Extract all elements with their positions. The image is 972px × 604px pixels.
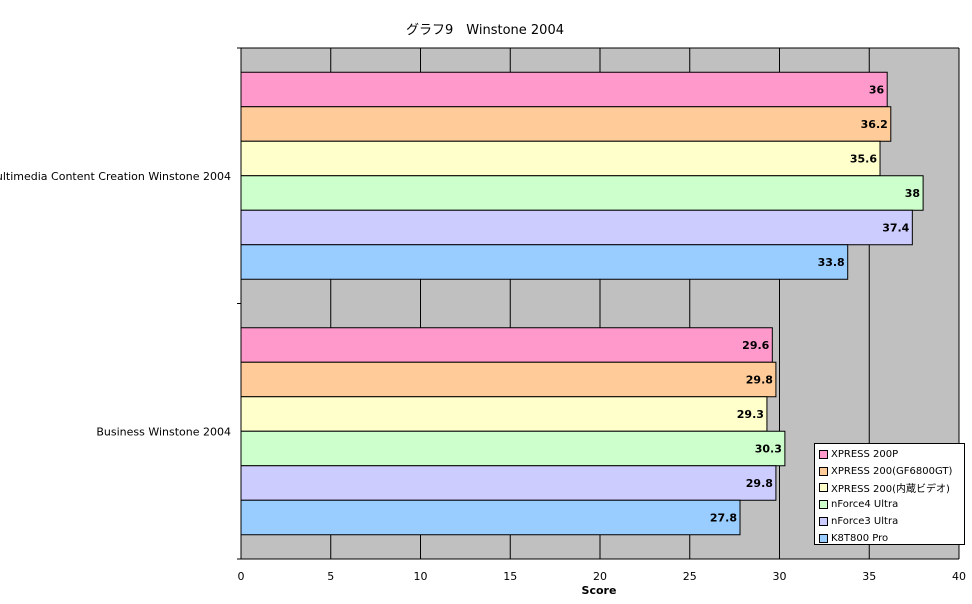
legend-item: nForce4 Ultra xyxy=(819,496,964,513)
bar xyxy=(240,106,892,142)
category-label: Multimedia Content Creation Winstone 200… xyxy=(0,170,231,183)
x-tick-label: 10 xyxy=(414,570,428,583)
bar xyxy=(240,244,849,280)
bar xyxy=(240,71,888,108)
x-tick-label: 5 xyxy=(327,570,334,583)
bar xyxy=(240,175,924,211)
bar xyxy=(240,499,741,536)
legend-swatch xyxy=(819,466,828,476)
chart-title: グラフ9 Winstone 2004 xyxy=(406,23,564,38)
legend-swatch xyxy=(819,500,828,510)
x-tick-label: 40 xyxy=(952,570,966,583)
legend-swatch xyxy=(819,533,828,543)
legend-item: nForce3 Ultra xyxy=(819,513,964,530)
x-tick-label: 15 xyxy=(503,570,517,583)
legend-label: nForce4 Ultra xyxy=(831,499,899,511)
legend-label: XPRESS 200P xyxy=(831,448,899,460)
data-label: 33.8 xyxy=(818,256,845,269)
x-tick-label: 35 xyxy=(862,570,876,583)
data-label: 36 xyxy=(869,84,885,97)
bar xyxy=(240,209,913,246)
data-label: 30.3 xyxy=(755,443,782,456)
data-label: 27.8 xyxy=(710,512,737,525)
legend-item: XPRESS 200(内蔵ビデオ) xyxy=(819,480,964,497)
data-label: 29.8 xyxy=(746,477,773,490)
legend: XPRESS 200P XPRESS 200(GF6800GT) XPRESS 20… xyxy=(814,443,965,545)
x-tick-label: 20 xyxy=(593,570,607,583)
bar xyxy=(240,396,768,432)
x-tick-labels: 0 5 10 15 20 25 30 35 40 xyxy=(238,570,967,583)
legend-swatch xyxy=(819,517,828,527)
bar xyxy=(240,140,881,177)
bar xyxy=(240,465,777,501)
x-tick-label: 0 xyxy=(238,570,245,583)
x-tick-label: 25 xyxy=(683,570,697,583)
bars: 36 36.2 35.6 38 37.4 33.8 29.6 29.8 29.3 30.3 29.8… xyxy=(240,71,924,536)
legend-label: XPRESS 200(GF6800GT) xyxy=(831,465,953,477)
legend-label: K8T800 Pro xyxy=(831,532,889,544)
category-label: Business Winstone 2004 xyxy=(96,425,231,438)
axes xyxy=(237,47,959,560)
legend-item: XPRESS 200(GF6800GT) xyxy=(819,463,964,480)
data-label: 36.2 xyxy=(861,118,888,131)
data-label: 37.4 xyxy=(882,222,909,235)
bar xyxy=(240,430,786,467)
x-axis-label: Score xyxy=(582,584,617,597)
legend-item: K8T800 Pro xyxy=(819,530,964,547)
data-label: 29.8 xyxy=(746,374,773,387)
legend-swatch xyxy=(819,449,828,459)
data-label: 38 xyxy=(905,187,920,200)
category-labels: Multimedia Content Creation Winstone 200… xyxy=(0,170,231,439)
legend-label: XPRESS 200(内蔵ビデオ) xyxy=(831,484,950,496)
legend-item: XPRESS 200P xyxy=(819,446,964,463)
bar xyxy=(240,327,773,363)
bar xyxy=(240,361,777,398)
data-label: 29.3 xyxy=(737,408,764,421)
x-tick-label: 30 xyxy=(773,570,787,583)
data-label: 35.6 xyxy=(850,153,877,166)
legend-label: nForce3 Ultra xyxy=(831,516,899,528)
data-label: 29.6 xyxy=(742,339,769,352)
legend-swatch xyxy=(819,483,828,493)
